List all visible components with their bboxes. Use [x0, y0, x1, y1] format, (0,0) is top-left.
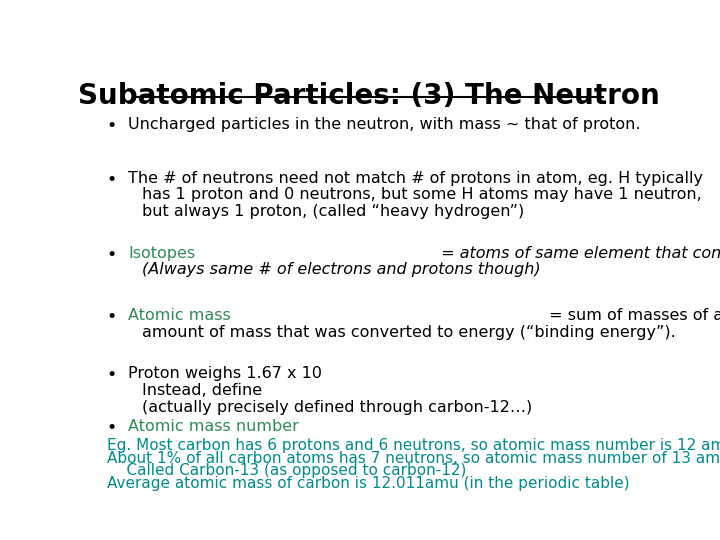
Text: •: •	[107, 246, 117, 264]
Text: Eg. Most carbon has 6 protons and 6 neutrons, so atomic mass number is 12 amu.: Eg. Most carbon has 6 protons and 6 neut…	[107, 438, 720, 453]
Text: Uncharged particles in the neutron, with mass ~ that of proton.: Uncharged particles in the neutron, with…	[128, 117, 641, 132]
Text: (actually precisely defined through carbon-12…): (actually precisely defined through carb…	[142, 400, 532, 415]
Text: Proton weighs 1.67 x 10: Proton weighs 1.67 x 10	[128, 366, 322, 381]
Text: •: •	[107, 366, 117, 384]
Text: Average atomic mass of carbon is 12.011amu (in the periodic table): Average atomic mass of carbon is 12.011a…	[107, 476, 629, 491]
Text: •: •	[107, 117, 117, 135]
Text: amount of mass that was converted to energy (“binding energy”).: amount of mass that was converted to ene…	[142, 325, 675, 340]
Text: About 1% of all carbon atoms has 7 neutrons, so atomic mass number of 13 amu.: About 1% of all carbon atoms has 7 neutr…	[107, 451, 720, 465]
Text: Subatomic Particles: (3) The Neutron: Subatomic Particles: (3) The Neutron	[78, 82, 660, 110]
Text: Isotopes: Isotopes	[128, 246, 195, 261]
Text: Called Carbon-13 (as opposed to carbon-12): Called Carbon-13 (as opposed to carbon-1…	[107, 463, 466, 478]
Text: •: •	[107, 308, 117, 326]
Text: = sum of masses of all components (p, n, e) minus small: = sum of masses of all components (p, n,…	[544, 308, 720, 323]
Text: has 1 proton and 0 neutrons, but some H atoms may have 1 neutron,: has 1 proton and 0 neutrons, but some H …	[142, 187, 702, 202]
Text: •: •	[107, 171, 117, 189]
Text: The # of neutrons need not match # of protons in atom, eg. H typically: The # of neutrons need not match # of pr…	[128, 171, 703, 186]
Text: •: •	[107, 419, 117, 437]
Text: Atomic mass: Atomic mass	[128, 308, 230, 323]
Text: = atoms of same element that contain different #’s of neutrons.: = atoms of same element that contain dif…	[431, 246, 720, 261]
Text: but always 1 proton, (called “heavy hydrogen”): but always 1 proton, (called “heavy hydr…	[142, 204, 524, 219]
Text: Atomic mass number: Atomic mass number	[128, 419, 299, 434]
Text: Instead, define: Instead, define	[142, 383, 267, 398]
Text: (Always same # of electrons and protons though): (Always same # of electrons and protons …	[142, 262, 541, 278]
